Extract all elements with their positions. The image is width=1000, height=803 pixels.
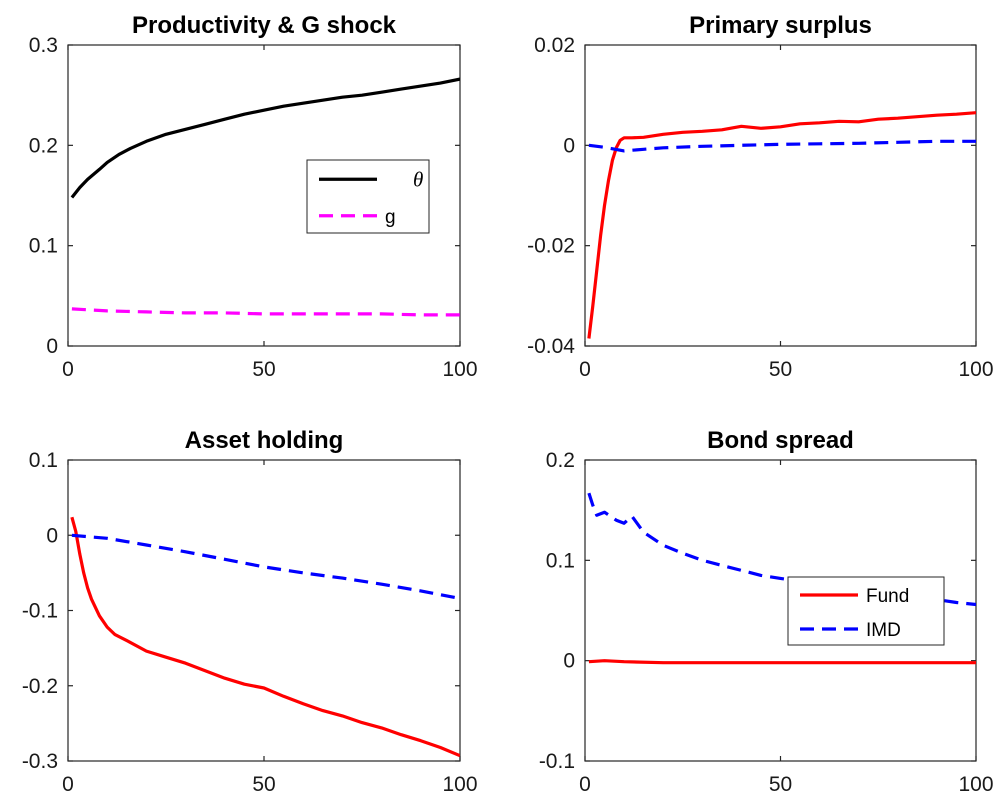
legend-label: g	[385, 207, 396, 228]
x-tick-label: 50	[252, 773, 275, 796]
x-tick-label: 50	[769, 358, 792, 381]
x-tick-label: 0	[579, 358, 591, 381]
legend-box	[306, 159, 430, 234]
legend-label: IMD	[866, 620, 901, 641]
series-line-fund	[588, 659, 976, 665]
y-tick-label: 0.1	[29, 235, 58, 258]
legend-box	[787, 576, 945, 646]
panel-title: Productivity & G shock	[132, 12, 397, 39]
y-tick-label: -0.04	[527, 335, 575, 358]
y-tick-label: 0	[563, 650, 575, 673]
y-tick-label: -0.02	[527, 235, 575, 258]
y-tick-label: -0.1	[22, 600, 58, 623]
x-tick-label: 0	[62, 358, 74, 381]
series-line-imd	[588, 139, 976, 153]
series-line-fund	[587, 111, 976, 339]
series-line--	[70, 77, 460, 199]
x-tick-label: 100	[958, 358, 993, 381]
panel-3: Asset holding -0.3 -0.2 -0.1 0 0.1 0 50 100	[22, 427, 478, 796]
panel-1: Productivity & G shock 0 0.1 0.2 0.3 0 50 100 θg	[29, 12, 478, 381]
legend-label: θ	[413, 167, 423, 191]
series-line-imd	[587, 492, 976, 607]
y-tick-label: 0.2	[546, 449, 575, 472]
panel-title: Primary surplus	[689, 12, 872, 39]
y-tick-label: 0	[46, 335, 58, 358]
legend: Fund IMD	[787, 576, 945, 646]
panel-2: Primary surplus -0.04 -0.02 0 0.02 0 50 100	[527, 12, 993, 381]
y-tick-label: -0.3	[22, 750, 58, 773]
x-tick-label: 0	[579, 773, 591, 796]
panel-title: Bond spread	[707, 427, 854, 454]
axes-box	[584, 44, 977, 347]
legend-label: Fund	[866, 586, 909, 607]
x-tick-label: 100	[442, 773, 477, 796]
y-tick-label: 0.1	[29, 449, 58, 472]
legend: θg	[306, 159, 430, 234]
x-tick-label: 100	[442, 358, 477, 381]
x-tick-label: 50	[769, 773, 792, 796]
y-tick-label: 0	[46, 524, 58, 547]
y-tick-label: 0.3	[29, 34, 58, 57]
y-tick-label: 0	[563, 134, 575, 157]
y-tick-label: 0.02	[534, 34, 575, 57]
x-tick-label: 100	[958, 773, 993, 796]
y-tick-label: 0.1	[546, 549, 575, 572]
y-tick-label: -0.2	[22, 675, 58, 698]
axes-box	[67, 459, 461, 762]
series-line-fund	[70, 516, 460, 758]
x-tick-label: 0	[62, 773, 74, 796]
y-tick-label: 0.2	[29, 134, 58, 157]
panel-title: Asset holding	[185, 427, 344, 454]
y-tick-label: -0.1	[539, 750, 575, 773]
x-tick-label: 50	[252, 358, 275, 381]
